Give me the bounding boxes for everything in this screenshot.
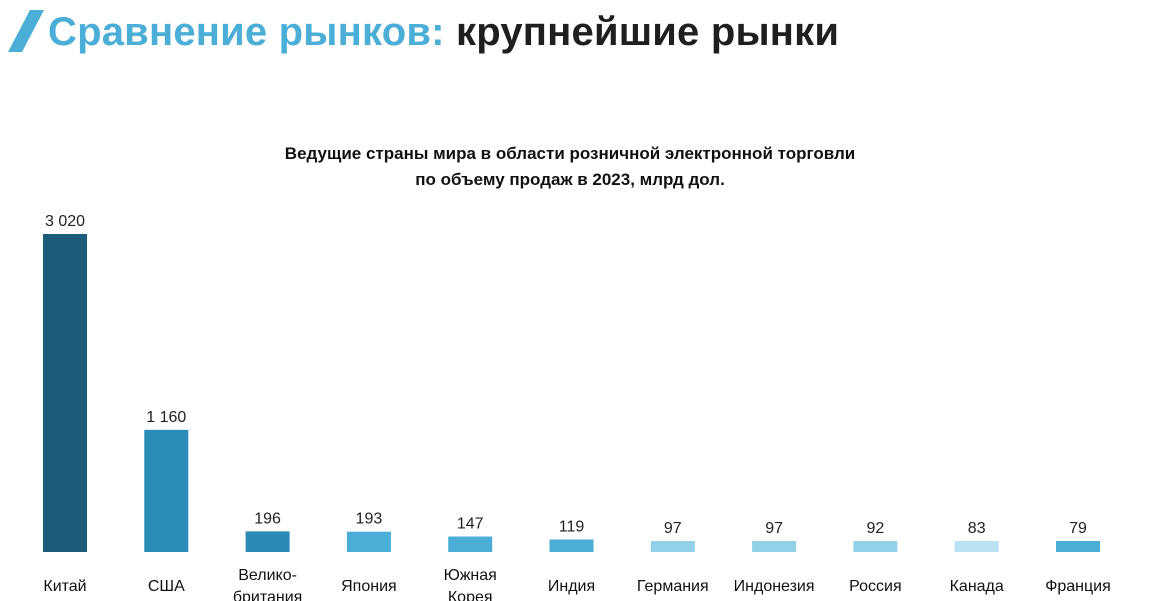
bar-4 [448, 536, 493, 552]
category-label-4-1: Корея [448, 589, 493, 601]
category-label-5: Индия [548, 578, 595, 595]
data-label-10: 79 [1069, 520, 1087, 537]
header: Сравнение рынков: крупнейшие рынки [0, 0, 1150, 70]
data-label-0: 3 020 [45, 213, 85, 230]
category-label-2-0: Велико- [238, 567, 297, 584]
category-label-2-1: британия [233, 589, 302, 601]
chart-title-line-2: по объему продаж в 2023, млрд дол. [415, 170, 725, 189]
category-label-3: Япония [341, 578, 397, 595]
chart-title-line-1: Ведущие страны мира в области розничной … [284, 144, 856, 163]
category-label-4-0: Южная [444, 567, 497, 584]
bar-3 [346, 531, 391, 552]
bar-9 [954, 541, 999, 552]
data-label-4: 147 [457, 516, 484, 533]
data-label-8: 92 [867, 520, 885, 537]
page-title-accent: Сравнение рынков: [48, 10, 445, 54]
category-label-8: Россия [849, 578, 901, 595]
bar-7 [752, 541, 797, 552]
data-label-7: 97 [765, 520, 783, 537]
data-label-9: 83 [968, 520, 986, 537]
bar-10 [1056, 541, 1100, 552]
chart-title: Ведущие страны мира в области розничной … [0, 141, 1140, 193]
bar-0 [43, 234, 87, 552]
page-title: Сравнение рынков: крупнейшие рынки [48, 4, 839, 60]
category-label-9: Канада [950, 578, 1004, 595]
bar-5 [549, 539, 594, 552]
category-label-6: Германия [637, 578, 709, 595]
category-label-7: Индонезия [734, 578, 815, 595]
slash-icon [8, 10, 44, 52]
bar-2 [245, 531, 290, 552]
bar-8 [853, 541, 898, 552]
data-label-6: 97 [664, 520, 682, 537]
data-label-1: 1 160 [146, 409, 186, 426]
data-label-2: 196 [254, 510, 281, 527]
bar-6 [650, 541, 695, 552]
data-label-5: 119 [559, 518, 585, 535]
data-label-3: 193 [356, 511, 383, 528]
category-label-1: США [148, 578, 185, 595]
category-label-10: Франция [1045, 578, 1111, 595]
bar-1 [144, 429, 189, 552]
page-title-rest: крупнейшие рынки [456, 10, 840, 54]
category-label-0: Китай [43, 578, 86, 595]
